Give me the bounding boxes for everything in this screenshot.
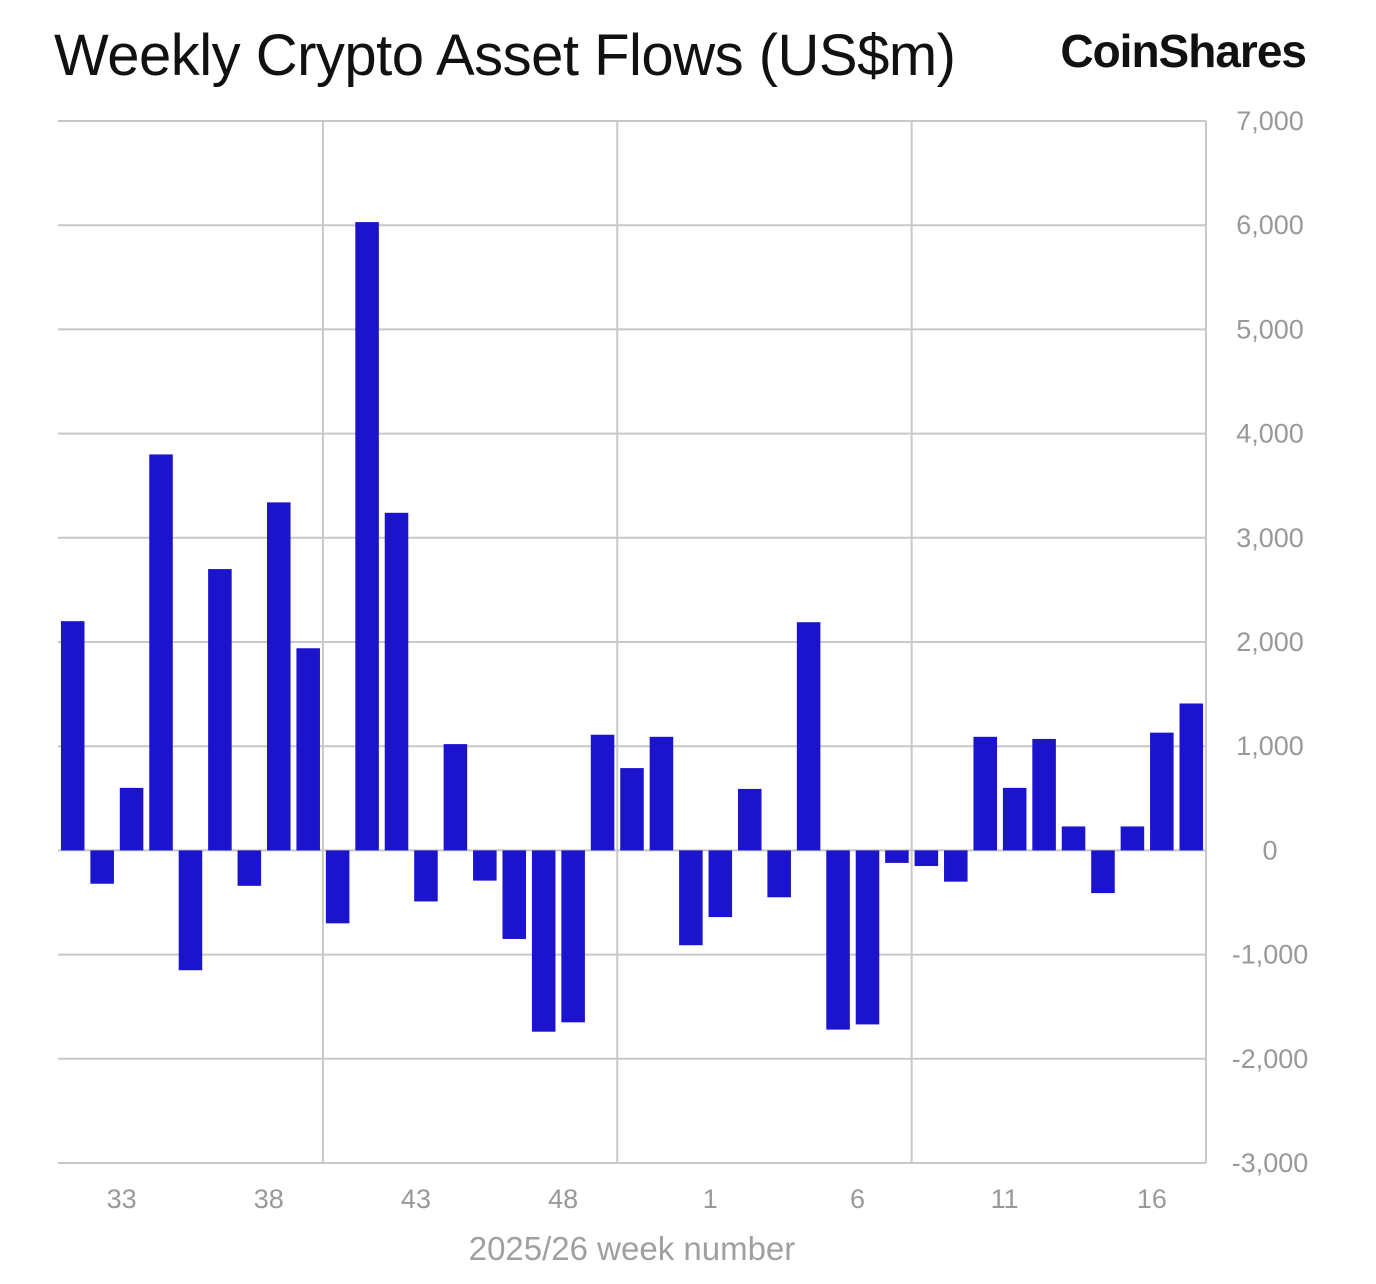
bar-week-49 [590, 734, 615, 851]
bar-week-37 [237, 850, 262, 886]
bar-week-10 [973, 736, 998, 851]
bar-week-43 [414, 850, 438, 902]
bar-week-42 [384, 512, 409, 851]
bar-week-39 [296, 648, 320, 851]
x-tick-label: 16 [1137, 1184, 1167, 1214]
bar-week-52 [679, 850, 703, 946]
bar-week-31 [60, 621, 85, 851]
bar-week-4 [796, 622, 821, 851]
bar-week-33 [119, 787, 144, 851]
bar-week-1 [708, 850, 733, 918]
bar-week-48 [561, 850, 585, 1023]
y-tick-label: 1,000 [1236, 731, 1304, 761]
x-tick-label: 1 [703, 1184, 718, 1214]
y-axis-tick-labels: 7,000 6,000 5,000 4,000 3,000 2,000 1,000 0 -1,0… [1232, 106, 1309, 1178]
bar-week-41 [355, 222, 379, 851]
bar-week-3 [767, 850, 791, 898]
vertical-gridlines [321, 121, 1207, 1163]
bar-week-13 [1061, 826, 1086, 851]
bar-week-38 [266, 502, 291, 851]
bar-week-46 [502, 850, 527, 939]
bar-week-17 [1179, 703, 1204, 851]
x-tick-label: 48 [548, 1184, 578, 1214]
bar-week-16 [1150, 732, 1174, 851]
x-axis-tick-labels: 33 38 43 48 1 6 11 16 [107, 1184, 1167, 1214]
bar-week-7 [885, 850, 909, 863]
y-tick-label: -1,000 [1232, 940, 1309, 970]
bar-week-34 [149, 454, 173, 851]
y-tick-label: 3,000 [1236, 523, 1304, 553]
chart-title: Weekly Crypto Asset Flows (US$m) [54, 23, 956, 88]
bars-group [60, 222, 1204, 1032]
y-tick-label: 2,000 [1236, 627, 1304, 657]
x-tick-label: 38 [254, 1184, 284, 1214]
bar-week-11 [1002, 787, 1027, 851]
coinshares-logo: CoinShares [1060, 25, 1307, 77]
y-tick-label: -3,000 [1232, 1148, 1309, 1178]
bar-week-45 [473, 850, 497, 881]
y-tick-label: 5,000 [1236, 314, 1304, 344]
bar-week-32 [90, 850, 114, 884]
bar-week-44 [443, 744, 468, 851]
bar-week-6 [855, 850, 880, 1025]
y-tick-label: -2,000 [1232, 1044, 1309, 1074]
bar-week-12 [1032, 738, 1056, 851]
bar-week-36 [208, 569, 232, 851]
y-tick-label: 4,000 [1236, 419, 1304, 449]
x-axis-title: 2025/26 week number [469, 1230, 796, 1267]
x-tick-label: 6 [850, 1184, 865, 1214]
bar-week-50 [620, 768, 644, 851]
bar-week-35 [178, 850, 203, 971]
bar-week-40 [325, 850, 350, 924]
bar-week-5 [826, 850, 850, 1030]
bar-week-8 [914, 850, 939, 867]
bar-week-15 [1120, 826, 1145, 851]
bar-week-9 [944, 850, 968, 882]
x-tick-label: 43 [401, 1184, 431, 1214]
x-tick-label: 33 [107, 1184, 137, 1214]
y-tick-label: 6,000 [1236, 210, 1304, 240]
bar-week-14 [1091, 850, 1115, 894]
x-tick-label: 11 [991, 1184, 1019, 1214]
bar-week-51 [649, 736, 674, 851]
bar-week-47 [531, 850, 556, 1032]
y-tick-label: 0 [1262, 835, 1277, 865]
y-tick-label: 7,000 [1236, 106, 1304, 136]
bar-week-2 [737, 788, 762, 851]
